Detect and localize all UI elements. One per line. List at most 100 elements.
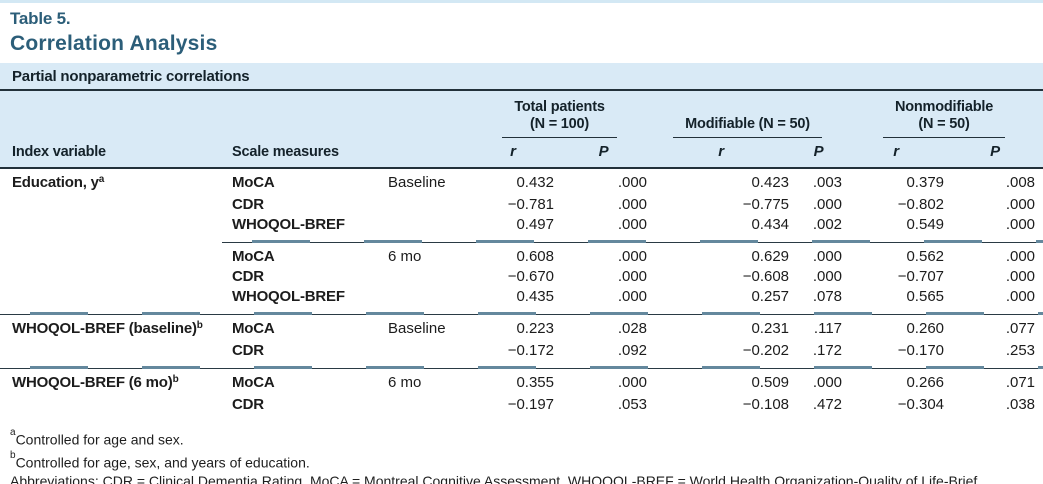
col-header-r-modifiable: r — [718, 143, 724, 160]
timepoint: Baseline — [388, 320, 446, 337]
value-total-p: .092 — [617, 342, 648, 359]
value-total-r: −0.781 — [507, 196, 554, 213]
index-variable-label: WHOQOL-BREF (6 mo) — [12, 374, 173, 391]
footnote-marker: a — [98, 174, 105, 185]
index-variable-label: Education, y — [12, 174, 99, 191]
value-nonmodifiable-p: .077 — [1005, 320, 1036, 337]
timepoint — [377, 395, 469, 420]
value-total-r: 0.608 — [516, 248, 554, 265]
value-modifiable-r: −0.608 — [742, 268, 790, 285]
value-total-p: .000 — [617, 216, 648, 233]
timepoint: 6 mo — [388, 248, 422, 265]
abbreviations-text: Abbreviations: CDR = Clinical Dementia R… — [10, 473, 982, 484]
value-modifiable-p: .078 — [812, 288, 843, 305]
value-total-p: .028 — [617, 320, 648, 337]
timepoint — [377, 195, 469, 215]
scale-measure: MoCA — [232, 320, 275, 337]
timepoint: Baseline — [388, 174, 446, 191]
timepoint: 6 mo — [388, 374, 422, 391]
group-modifiable-line1: Modifiable (N = 50) — [685, 116, 810, 132]
footnote-a-text: Controlled for age and sex. — [15, 431, 184, 448]
value-total-r: −0.172 — [507, 342, 554, 359]
value-total-p: .000 — [617, 268, 648, 285]
footnote-b: bControlled for age, sex, and years of e… — [10, 450, 1043, 473]
group-total-patients: Total patients (N = 100) — [469, 91, 650, 138]
scale-measure: WHOQOL-BREF — [232, 288, 345, 305]
correlation-table: Total patients (N = 100) Modifiable (N =… — [0, 91, 1043, 420]
value-modifiable-r: 0.629 — [751, 248, 790, 265]
value-nonmodifiable-r: −0.802 — [897, 196, 945, 213]
footnote-marker: b — [172, 374, 179, 385]
value-total-p: .000 — [617, 374, 648, 391]
value-nonmodifiable-p: .000 — [1005, 248, 1036, 265]
value-modifiable-p: .472 — [812, 396, 843, 413]
footnote-a: aControlled for age and sex. — [10, 427, 1043, 450]
value-modifiable-p: .172 — [812, 342, 843, 359]
value-nonmodifiable-p: .253 — [1005, 342, 1036, 359]
col-header-p-modifiable: P — [813, 143, 824, 160]
scale-measure: CDR — [232, 268, 264, 285]
horizontal-rule — [0, 312, 1043, 315]
value-total-p: .053 — [617, 396, 648, 413]
row-divider-partial — [0, 240, 1043, 243]
column-header-row: Index variable Scale measures r P r P r … — [0, 138, 1043, 168]
top-divider — [0, 0, 1043, 3]
timepoint — [377, 267, 469, 287]
table-row: WHOQOL-BREF (6 mo)b MoCA 6 mo 0.355 .000… — [0, 369, 1043, 395]
value-total-r: 0.355 — [516, 374, 554, 391]
value-nonmodifiable-p: .000 — [1005, 288, 1036, 305]
col-header-r-total: r — [510, 143, 516, 160]
table-row: MoCA 6 mo 0.608 .000 0.629 .000 0.562 .0… — [0, 243, 1043, 267]
value-nonmodifiable-p: .000 — [1005, 216, 1036, 233]
timepoint — [377, 287, 469, 312]
value-total-p: .000 — [617, 196, 648, 213]
footnote-b-text: Controlled for age, sex, and years of ed… — [15, 454, 310, 471]
value-modifiable-p: .003 — [812, 174, 843, 191]
col-header-scale-measures: Scale measures — [232, 144, 339, 160]
horizontal-rule — [222, 240, 1043, 243]
value-total-r: −0.670 — [507, 268, 554, 285]
scale-measure: WHOQOL-BREF — [232, 216, 345, 233]
table-body: Education, ya MoCA Baseline 0.432 .000 0… — [0, 168, 1043, 420]
value-nonmodifiable-r: 0.266 — [906, 374, 945, 391]
value-modifiable-p: .000 — [812, 268, 843, 285]
value-modifiable-r: −0.775 — [742, 196, 790, 213]
scale-measure: MoCA — [232, 174, 275, 191]
value-modifiable-r: 0.257 — [751, 288, 790, 305]
value-nonmodifiable-r: 0.260 — [906, 320, 945, 337]
table-subtitle: Partial nonparametric correlations — [12, 68, 250, 85]
group-nonmodifiable-line2: (N = 50) — [918, 116, 970, 132]
value-modifiable-r: 0.509 — [751, 374, 790, 391]
value-modifiable-p: .000 — [812, 248, 843, 265]
footnote-marker: b — [196, 320, 203, 331]
scale-measure: CDR — [232, 396, 264, 413]
value-modifiable-p: .000 — [812, 196, 843, 213]
value-total-r: 0.432 — [516, 174, 554, 191]
value-modifiable-r: −0.202 — [742, 342, 790, 359]
value-total-p: .000 — [617, 248, 648, 265]
col-header-p-nonmodifiable: P — [990, 143, 1000, 160]
table-row: Education, ya MoCA Baseline 0.432 .000 0… — [0, 168, 1043, 195]
scale-measure: MoCA — [232, 374, 275, 391]
value-modifiable-r: 0.434 — [751, 216, 790, 233]
value-nonmodifiable-r: −0.304 — [897, 396, 945, 413]
value-nonmodifiable-r: −0.170 — [897, 342, 945, 359]
footnote-b-marker: b — [10, 449, 16, 461]
col-header-index-variable: Index variable — [12, 144, 106, 160]
value-nonmodifiable-r: 0.565 — [906, 288, 945, 305]
abbreviations-note: Abbreviations: CDR = Clinical Dementia R… — [10, 472, 1043, 484]
value-modifiable-r: 0.423 — [751, 174, 790, 191]
value-total-r: 0.223 — [516, 320, 554, 337]
timepoint — [377, 341, 469, 366]
value-modifiable-p: .117 — [813, 320, 843, 337]
index-variable-label: WHOQOL-BREF (baseline) — [12, 320, 197, 337]
row-divider-full — [0, 312, 1043, 315]
group-total-line2: (N = 100) — [529, 116, 590, 132]
col-header-p-total: P — [598, 143, 609, 160]
group-nonmodifiable: Nonmodifiable (N = 50) — [845, 91, 1043, 138]
value-modifiable-r: −0.108 — [742, 396, 790, 413]
row-divider-full — [0, 366, 1043, 369]
value-total-r: 0.497 — [516, 216, 554, 233]
value-nonmodifiable-p: .038 — [1005, 396, 1036, 413]
